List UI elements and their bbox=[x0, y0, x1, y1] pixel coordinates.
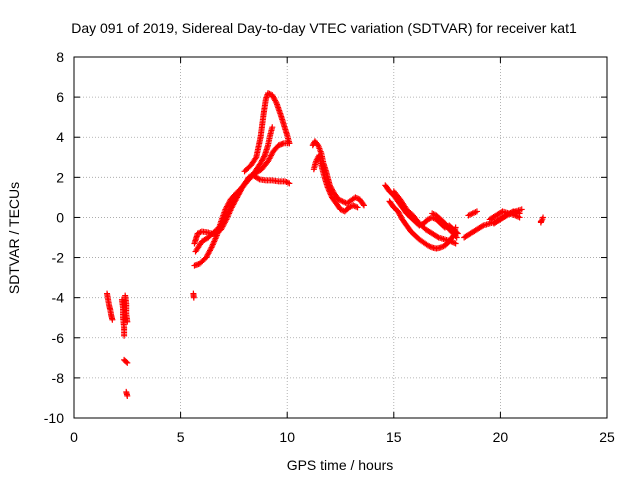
data-point bbox=[351, 203, 358, 210]
x-tick-label: 20 bbox=[493, 429, 509, 445]
x-tick-label: 5 bbox=[177, 429, 185, 445]
data-point bbox=[286, 140, 293, 147]
data-point bbox=[269, 124, 276, 131]
data-point bbox=[124, 392, 131, 399]
data-point bbox=[518, 206, 525, 213]
y-tick-label: 4 bbox=[56, 129, 64, 145]
data-point bbox=[124, 318, 131, 325]
x-tick-label: 10 bbox=[279, 429, 295, 445]
data-point bbox=[516, 210, 523, 217]
x-tick-label: 0 bbox=[70, 429, 78, 445]
y-tick-label: -6 bbox=[52, 330, 65, 346]
data-point bbox=[452, 233, 459, 240]
x-tick-label: 25 bbox=[599, 429, 615, 445]
y-tick-label: 0 bbox=[56, 209, 64, 225]
data-point bbox=[252, 155, 259, 162]
data-point bbox=[360, 202, 367, 209]
data-point bbox=[272, 98, 279, 105]
data-point bbox=[121, 332, 128, 339]
data-point bbox=[360, 201, 367, 208]
data-point bbox=[540, 214, 547, 221]
data-point bbox=[452, 240, 459, 247]
y-tick-label: -8 bbox=[52, 370, 65, 386]
data-point bbox=[124, 359, 131, 366]
data-point bbox=[434, 233, 441, 240]
data-point bbox=[479, 223, 486, 230]
y-tick-label: 8 bbox=[56, 49, 64, 65]
data-point bbox=[452, 224, 459, 231]
data-point bbox=[286, 180, 293, 187]
data-point bbox=[261, 153, 268, 160]
y-tick-label: -10 bbox=[44, 410, 64, 426]
data-point bbox=[109, 316, 116, 323]
data-point bbox=[123, 358, 130, 365]
chart-title: Day 091 of 2019, Sidereal Day-to-day VTE… bbox=[71, 20, 577, 36]
data-points bbox=[104, 90, 547, 399]
x-axis-label: GPS time / hours bbox=[287, 457, 394, 473]
grid-lines bbox=[74, 57, 607, 418]
data-point bbox=[353, 203, 360, 210]
data-point bbox=[473, 208, 480, 215]
data-point bbox=[453, 234, 460, 241]
y-tick-label: -2 bbox=[52, 250, 65, 266]
x-tick-label: 15 bbox=[386, 429, 402, 445]
y-tick-label: 2 bbox=[56, 169, 64, 185]
data-point bbox=[255, 175, 262, 182]
plot-frame bbox=[73, 56, 608, 419]
data-point bbox=[284, 179, 291, 186]
y-axis-label: SDTVAR / TECUs bbox=[6, 182, 22, 294]
data-point bbox=[354, 204, 361, 211]
data-point bbox=[283, 179, 290, 186]
y-tick-label: 6 bbox=[56, 89, 64, 105]
y-tick-label: -4 bbox=[52, 290, 65, 306]
data-point bbox=[190, 294, 197, 301]
axis-ticks: 0 5 10 15 20 25 -10 -8 -6 -4 -2 0 2 4 6 8 bbox=[44, 49, 615, 445]
